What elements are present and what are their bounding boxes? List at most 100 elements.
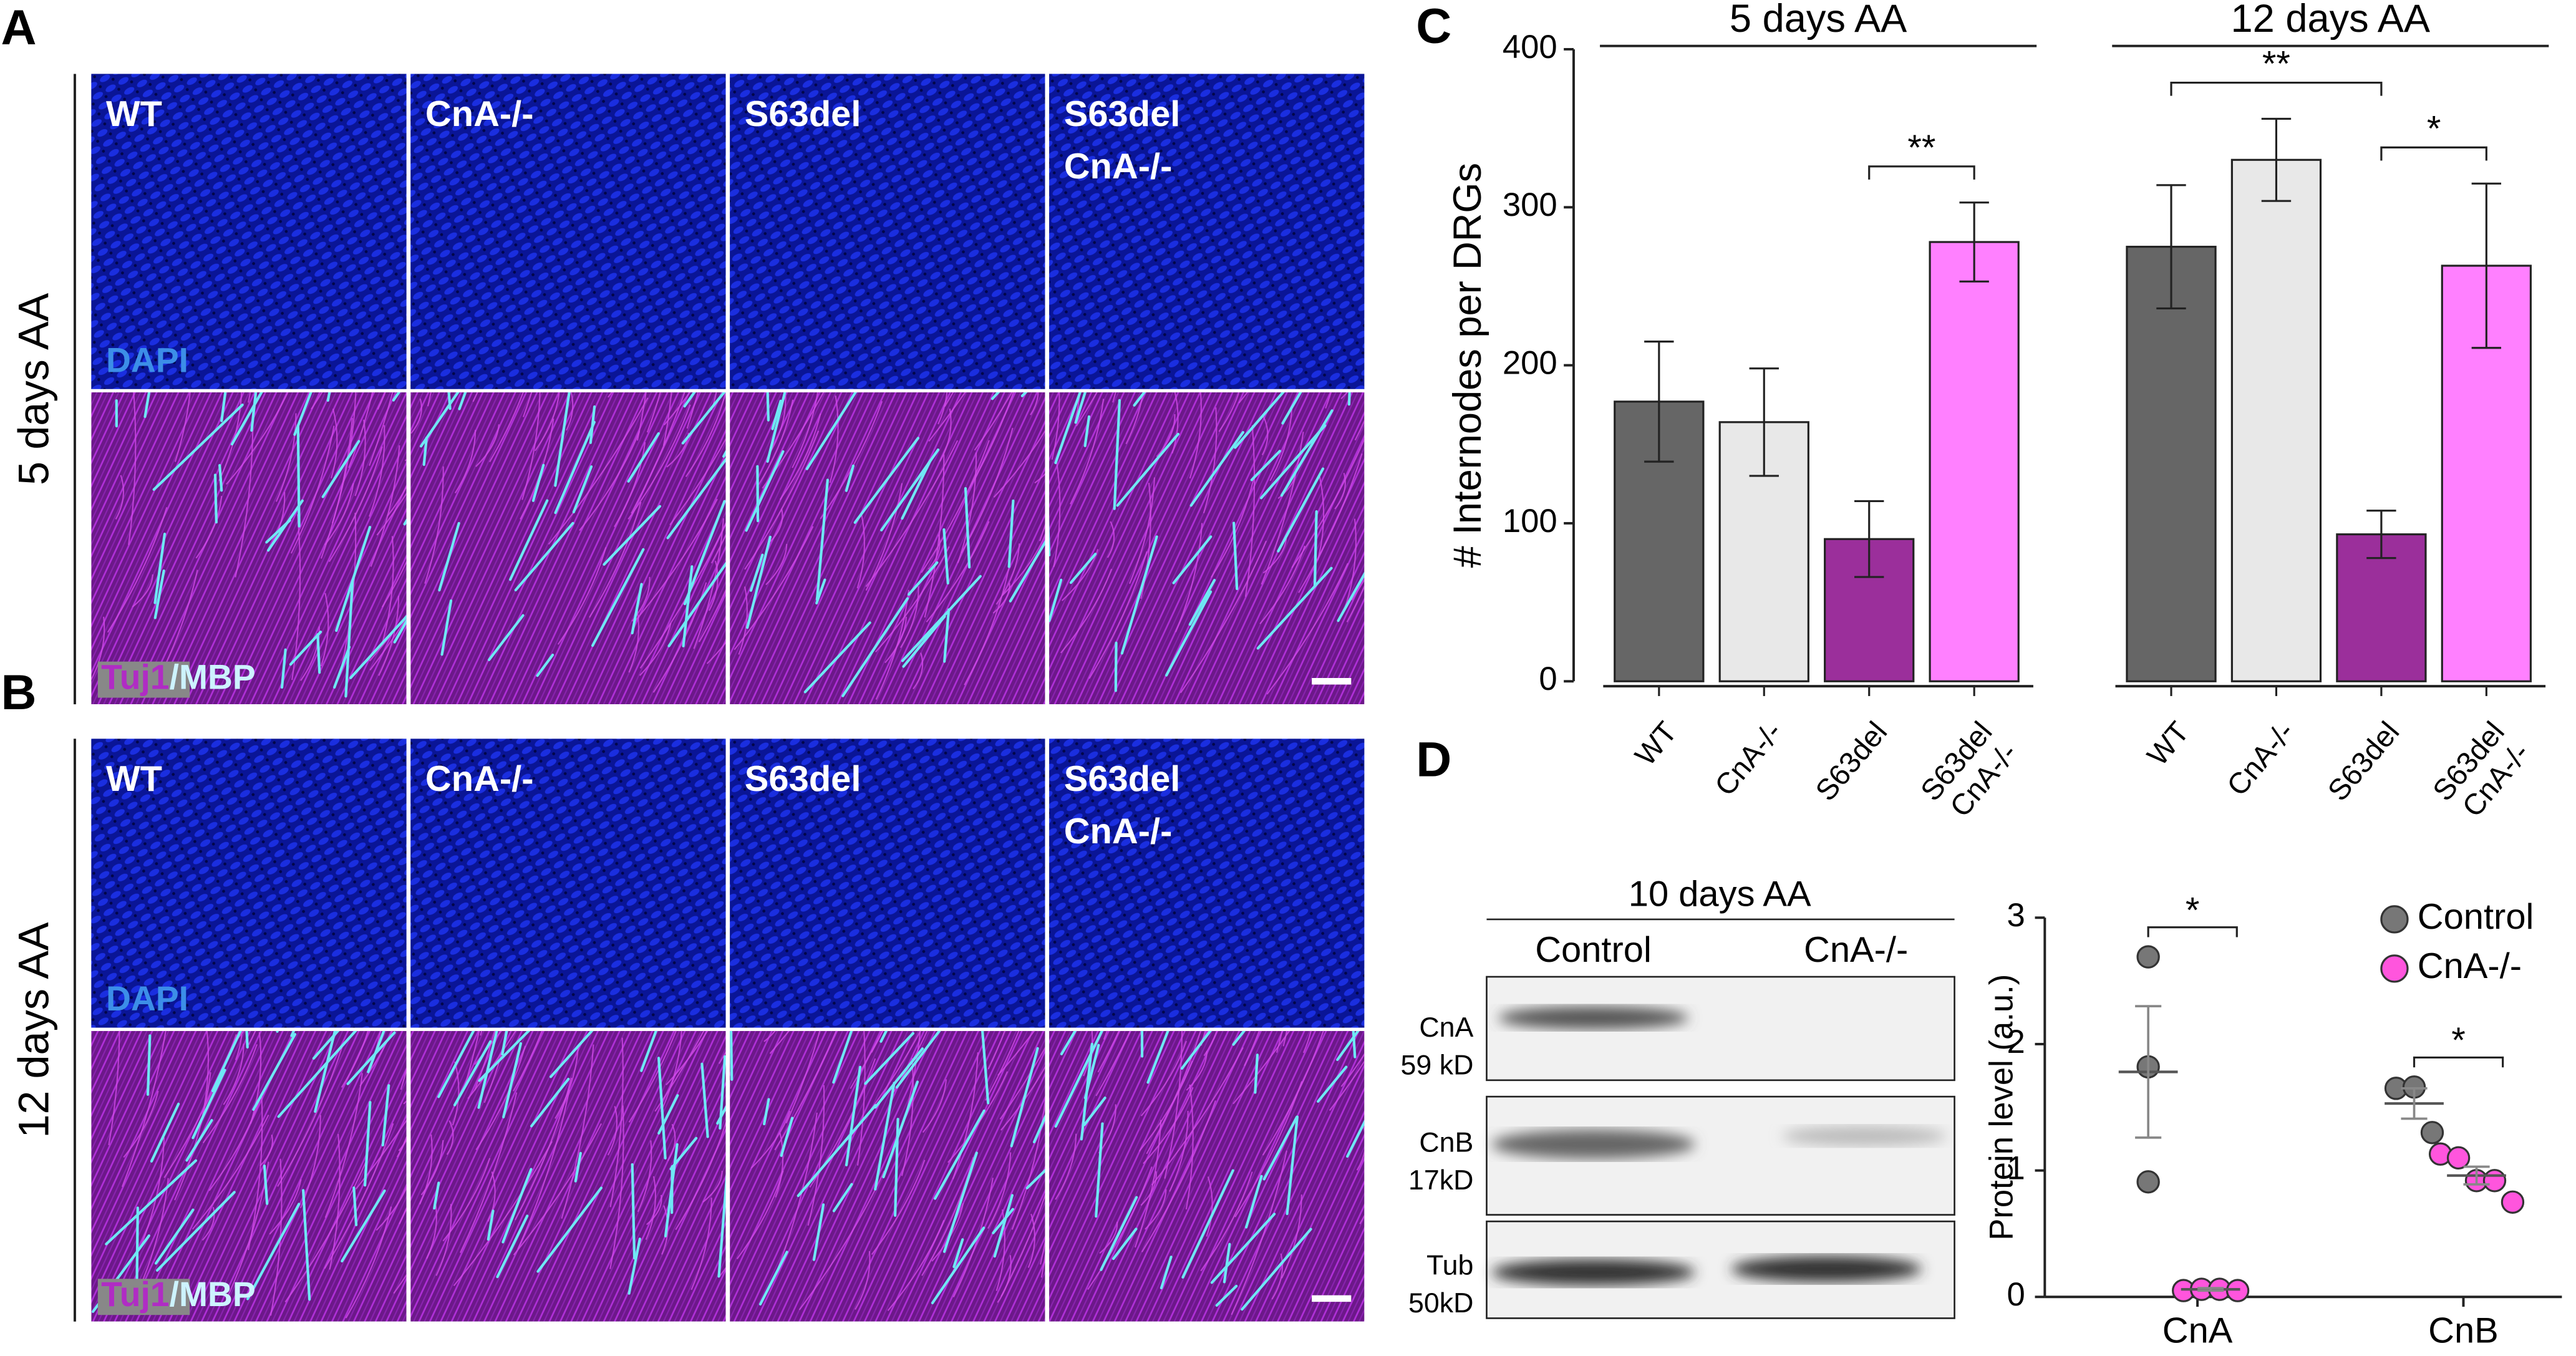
data-point (2501, 1190, 2525, 1214)
myelin-segment (1215, 1284, 1238, 1307)
myelin-segment (220, 392, 227, 422)
significance-bracket (2413, 1056, 2504, 1068)
myelin-segment (211, 1030, 242, 1093)
axon (1169, 1110, 1189, 1192)
x-tick-label: WT (2141, 715, 2196, 772)
axon (453, 1141, 553, 1287)
myelin-segment (191, 1068, 226, 1140)
myelin-segment (1241, 1228, 1312, 1311)
axon (1099, 1221, 1118, 1254)
myelin-segment (335, 525, 372, 632)
x-tick-label: CnB (2428, 1310, 2499, 1350)
axon (1087, 1166, 1153, 1291)
myelin-segment (1032, 1114, 1045, 1144)
tuj-mbp-image (410, 1030, 726, 1322)
axon (1354, 419, 1365, 441)
myelin-segment (105, 1159, 198, 1246)
myelin-segment (657, 1094, 679, 1135)
axon (201, 1207, 215, 1241)
axon (709, 561, 719, 611)
band (1491, 1259, 1695, 1286)
axon (329, 1133, 341, 1270)
axon (738, 586, 748, 655)
myelin-segment (1007, 499, 1015, 568)
axon (871, 1030, 884, 1053)
myelin-segment (419, 392, 460, 448)
axon (993, 429, 1045, 498)
axon (328, 446, 383, 563)
myelin-segment (1120, 535, 1158, 655)
axon (1140, 1171, 1157, 1206)
axon (1174, 523, 1203, 632)
y-axis-title: Protein level (a.u.) (1983, 974, 2020, 1241)
y-tick-label: 0 (2007, 1276, 2025, 1313)
axon (1271, 1253, 1283, 1300)
axon (937, 392, 948, 425)
myelin-segment (352, 1186, 358, 1226)
axon (646, 392, 661, 433)
column-label-line: S63del (745, 94, 861, 134)
axon (974, 392, 1013, 451)
myelin-segment (1095, 1122, 1104, 1218)
stain-label: DAPI (106, 341, 188, 379)
axon (1075, 392, 1098, 427)
x-tick-label: CnA-/- (1708, 715, 1789, 802)
stain-label-bg (97, 1279, 190, 1315)
myelin-segment (1111, 1228, 1138, 1261)
axon (1039, 1239, 1045, 1265)
column-label-line: CnA-/- (1064, 147, 1173, 186)
myelin-segment (1277, 467, 1325, 553)
axon (1185, 1084, 1194, 1209)
axon (609, 1105, 624, 1269)
x-tick-label-line: S63del (2322, 715, 2406, 807)
myelin-segment (502, 1042, 523, 1119)
axon (820, 400, 883, 520)
myelin-segment (832, 1183, 853, 1213)
axon (420, 1140, 444, 1196)
axon (957, 452, 977, 563)
myelin-segment (302, 1189, 311, 1301)
myelin-segment (943, 608, 951, 663)
myelin-segment (631, 1163, 636, 1260)
axon (770, 508, 783, 543)
axon (628, 608, 639, 673)
stain-label: Tuj1/MBP (101, 1275, 256, 1314)
myelin-segment (853, 437, 920, 524)
axon (369, 425, 385, 517)
y-tick-label: 3 (2007, 897, 2025, 934)
myelin-segment (572, 465, 593, 514)
band (1782, 1126, 1947, 1146)
axon (702, 1171, 723, 1203)
axon (921, 440, 990, 573)
axon (628, 1030, 677, 1123)
myelin-segment (952, 1238, 964, 1269)
axon (662, 392, 672, 446)
myelin-segment (245, 1030, 249, 1049)
axon (769, 1030, 790, 1054)
axon (345, 1206, 392, 1319)
axon (1141, 1100, 1216, 1252)
myelin-segment (487, 1209, 495, 1241)
axon (1261, 415, 1269, 456)
myelin-segment (277, 1030, 357, 1118)
myelin-segment (1280, 409, 1334, 497)
bar (2230, 158, 2322, 682)
myelin-segment (879, 1030, 888, 1043)
myelin-segment (487, 614, 525, 661)
dapi-image (91, 74, 407, 389)
axon (664, 392, 691, 426)
axon (756, 399, 794, 488)
axon (320, 593, 329, 667)
panel-letter: A (1, 0, 37, 55)
axon (1146, 1030, 1202, 1155)
column-label: WT (106, 759, 162, 799)
blot-protein: CnA (1419, 1012, 1473, 1043)
blot-condition: CnA-/- (1804, 930, 1908, 970)
legend-marker (2380, 905, 2409, 934)
axon (128, 392, 137, 545)
y-tick-label: 400 (1503, 29, 1557, 65)
axon (489, 392, 524, 463)
axon (202, 1044, 258, 1143)
axon (636, 392, 647, 441)
axon (355, 1119, 407, 1189)
